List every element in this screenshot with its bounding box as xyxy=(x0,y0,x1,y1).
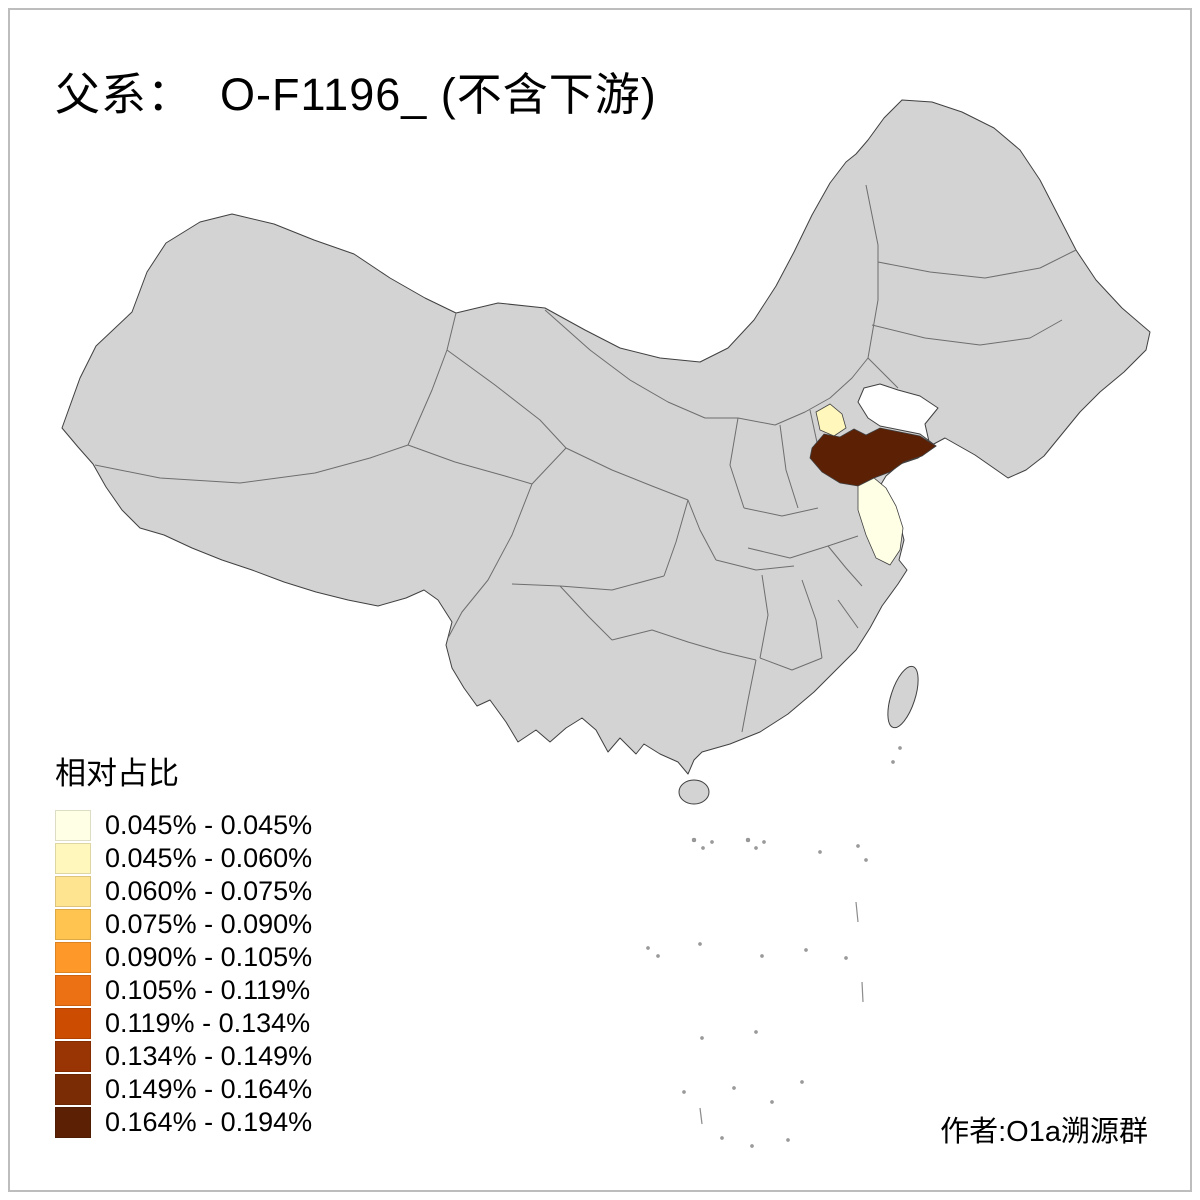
legend-items: 0.045% - 0.045% 0.045% - 0.060% 0.060% - 0… xyxy=(55,809,312,1139)
legend-swatch xyxy=(55,1041,91,1072)
region-hebei-patch xyxy=(815,403,847,437)
legend-swatch xyxy=(55,909,91,940)
legend-label: 0.119% - 0.134% xyxy=(105,1008,311,1038)
legend: 相对占比 0.045% - 0.045% 0.045% - 0.060% 0.060… xyxy=(55,748,312,1139)
legend-label: 0.134% - 0.149% xyxy=(105,1041,313,1071)
region-jiangsu xyxy=(857,477,904,566)
legend-label: 0.045% - 0.060% xyxy=(105,843,313,873)
china-mainland xyxy=(61,99,1151,775)
legend-label: 0.090% - 0.105% xyxy=(105,942,313,972)
legend-title: 相对占比 xyxy=(55,756,179,791)
legend-swatch xyxy=(55,1008,91,1039)
legend-swatch xyxy=(55,810,91,841)
south-china-sea-islands xyxy=(646,746,902,1148)
legend-swatch xyxy=(55,975,91,1006)
legend-item: 0.149% - 0.164% xyxy=(55,1073,312,1106)
author-credit: 作者:O1a溯源群 xyxy=(940,1116,1148,1148)
legend-label: 0.075% - 0.090% xyxy=(105,909,313,939)
legend-item: 0.045% - 0.045% xyxy=(55,809,312,842)
hainan-island xyxy=(678,779,710,805)
legend-label: 0.105% - 0.119% xyxy=(105,975,311,1005)
legend-label: 0.045% - 0.045% xyxy=(105,810,313,840)
legend-swatch xyxy=(55,1107,91,1138)
legend-item: 0.105% - 0.119% xyxy=(55,974,312,1007)
legend-item: 0.164% - 0.194% xyxy=(55,1106,312,1139)
region-shandong xyxy=(809,427,937,487)
legend-label: 0.060% - 0.075% xyxy=(105,876,313,906)
legend-item: 0.090% - 0.105% xyxy=(55,941,312,974)
legend-label: 0.149% - 0.164% xyxy=(105,1074,313,1104)
legend-swatch xyxy=(55,942,91,973)
legend-label: 0.164% - 0.194% xyxy=(105,1107,313,1137)
taiwan-island xyxy=(887,665,919,729)
legend-swatch xyxy=(55,843,91,874)
page-title: 父系： O-F1196_ (不含下游) xyxy=(55,69,657,120)
legend-item: 0.134% - 0.149% xyxy=(55,1040,312,1073)
legend-item: 0.060% - 0.075% xyxy=(55,875,312,908)
province-borders xyxy=(94,184,1077,733)
legend-item: 0.075% - 0.090% xyxy=(55,908,312,941)
legend-item: 0.119% - 0.134% xyxy=(55,1007,312,1040)
legend-swatch xyxy=(55,876,91,907)
legend-item: 0.045% - 0.060% xyxy=(55,842,312,875)
legend-swatch xyxy=(55,1074,91,1105)
